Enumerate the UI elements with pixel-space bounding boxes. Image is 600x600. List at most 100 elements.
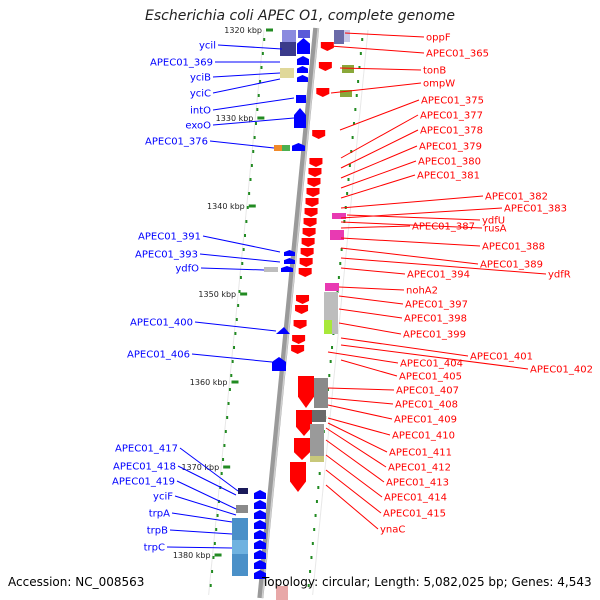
- gene-arrow-right: [292, 335, 306, 344]
- leader-line: [171, 512, 233, 523]
- dot-mark: [311, 542, 314, 545]
- right-gene-label: APEC01_382: [485, 192, 548, 203]
- left-gene-label: yciF: [153, 492, 173, 503]
- right-gene-label: APEC01_405: [399, 372, 462, 383]
- right-gene-label: APEC01_408: [395, 400, 458, 411]
- gene-arrow-left: [254, 510, 266, 519]
- gene-block: [344, 30, 350, 42]
- leader-line: [199, 253, 281, 263]
- gene-block: [324, 320, 332, 334]
- leader-line: [338, 308, 403, 319]
- right-gene-label: APEC01_404: [400, 359, 463, 370]
- tick-mark: [248, 204, 256, 208]
- gene-arrow-right: [318, 62, 332, 71]
- gene-arrow-left: [254, 540, 266, 549]
- right-gene-label: APEC01_399: [403, 330, 466, 341]
- leader-line: [212, 117, 295, 126]
- leader-line: [339, 99, 420, 131]
- gene-block: [236, 505, 248, 513]
- left-gene-label: yciC: [190, 89, 211, 100]
- dot-mark: [331, 346, 334, 349]
- map-title: Escherichia coli APEC O1, complete genom…: [145, 8, 455, 24]
- tick-label: 1320 kbp: [224, 26, 262, 35]
- leader-line: [202, 235, 281, 253]
- dot-mark: [350, 150, 353, 153]
- gene-arrow-right: [304, 208, 318, 217]
- gene-arrow-right: [309, 158, 323, 167]
- gene-arrow-left: [297, 66, 308, 73]
- left-gene-label: APEC01_417: [115, 444, 178, 455]
- gene-arrow-right: [296, 295, 310, 304]
- dot-mark: [220, 472, 223, 475]
- gene-block: [340, 90, 352, 97]
- leader-line: [340, 114, 419, 159]
- gene-arrow-left: [294, 108, 306, 128]
- leader-line: [327, 397, 394, 405]
- dot-mark: [217, 500, 220, 503]
- dot-mark: [237, 304, 240, 307]
- dot-mark: [249, 178, 252, 181]
- right-gene-label: APEC01_411: [389, 448, 452, 459]
- dot-mark: [357, 80, 360, 83]
- right-gene-label: ompW: [423, 79, 455, 90]
- right-gene-label: APEC01_387: [412, 222, 475, 233]
- leader-line: [340, 337, 469, 357]
- right-gene-label: APEC01_398: [404, 314, 467, 325]
- leader-line: [327, 417, 391, 436]
- left-gene-label: APEC01_406: [127, 350, 190, 361]
- gene-arrow-right: [301, 238, 315, 247]
- gene-arrow-left: [272, 357, 286, 371]
- gene-arrow-right: [307, 178, 321, 187]
- leader-line: [176, 480, 237, 510]
- right-gene-label: APEC01_394: [407, 270, 470, 281]
- dot-mark: [248, 192, 251, 195]
- leader-line: [340, 160, 417, 189]
- right-gene-label: APEC01_380: [418, 157, 481, 168]
- dot-mark: [328, 374, 331, 377]
- right-gene-label: oppF: [426, 33, 451, 44]
- dot-mark: [227, 402, 230, 405]
- dot-mark: [222, 458, 225, 461]
- leader-line: [340, 145, 418, 179]
- dot-mark: [230, 374, 233, 377]
- right-gene-label: APEC01_410: [392, 431, 455, 442]
- gene-arrow-right: [306, 188, 320, 197]
- left-gene-label: APEC01_369: [150, 58, 213, 69]
- outer-lane-right: [312, 29, 369, 596]
- gene-arrow-right: [298, 376, 314, 408]
- tick-mark: [257, 116, 265, 120]
- right-gene-label: APEC01_415: [383, 509, 446, 520]
- dot-mark: [245, 220, 248, 223]
- leader-line: [340, 237, 481, 247]
- gene-block: [332, 213, 346, 219]
- leader-line: [166, 546, 233, 549]
- tick-mark: [223, 465, 231, 469]
- right-gene-label: APEC01_402: [530, 365, 593, 376]
- left-gene-label: APEC01_419: [112, 477, 175, 488]
- gene-arrow-right: [312, 130, 326, 139]
- right-gene-label: tonB: [423, 66, 446, 77]
- dot-mark: [346, 192, 349, 195]
- tick-mark: [214, 553, 222, 557]
- right-gene-label: nohA2: [406, 286, 438, 297]
- left-gene-label: trpC: [144, 543, 165, 554]
- dot-mark: [246, 206, 249, 209]
- dot-mark: [336, 290, 339, 293]
- dot-mark: [343, 220, 346, 223]
- leader-line: [200, 267, 265, 271]
- genome-backbone-highlight: [261, 27, 319, 599]
- gene-block: [282, 30, 296, 42]
- gene-block: [238, 488, 248, 494]
- right-gene-label: ynaC: [380, 525, 405, 536]
- topology-text: Topology: circular; Length: 5,082,025 bp…: [262, 575, 592, 589]
- left-gene-label: intO: [190, 106, 211, 117]
- gene-arrow-right: [320, 42, 334, 51]
- dot-mark: [254, 122, 257, 125]
- right-gene-label: APEC01_401: [470, 352, 533, 363]
- gene-arrow-left: [281, 266, 293, 272]
- gene-block: [276, 586, 288, 600]
- gene-block: [232, 540, 248, 554]
- gene-arrow-right: [298, 268, 312, 277]
- gene-arrow-right: [290, 462, 306, 492]
